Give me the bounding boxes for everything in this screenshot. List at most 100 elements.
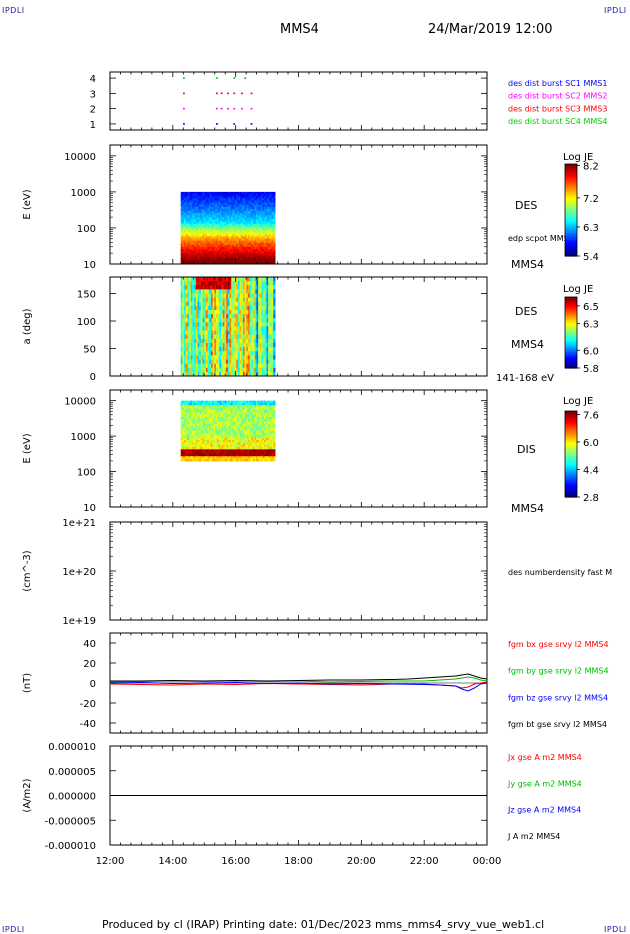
instrument-label: DES <box>515 199 537 212</box>
time-tick-label: 16:00 <box>221 856 250 867</box>
colorbar-step <box>565 325 577 328</box>
legend-entry: fgm bt gse srvy l2 MMS4 <box>508 720 607 729</box>
colorbar-tick-label: 6.0 <box>583 346 599 357</box>
colorbar-step <box>565 417 577 421</box>
colorbar-step <box>565 479 577 483</box>
colorbar-step <box>565 332 577 335</box>
colorbar-frame <box>564 296 578 369</box>
colorbar-step <box>565 304 577 307</box>
spacecraft-label: MMS4 <box>511 502 544 515</box>
corner-label-bottom-right: IPDLI <box>604 925 627 934</box>
burst-mark <box>233 77 236 79</box>
y-tick-label: 100 <box>77 317 96 328</box>
y-tick-label: 1e+19 <box>62 616 96 627</box>
colorbar-step <box>565 462 577 466</box>
colorbar-step <box>565 300 577 303</box>
y-tick-label: 0.000010 <box>48 742 96 753</box>
y-tick-label: -0.000005 <box>45 816 96 827</box>
colorbar-step <box>565 216 577 220</box>
colorbar-step <box>565 486 577 489</box>
legend-entry: Jx gse A m2 MMS4 <box>507 753 582 762</box>
colorbar-step <box>565 200 577 204</box>
colorbar-step <box>565 473 577 477</box>
colorbar-title: Log JE <box>563 152 593 163</box>
colorbar-frame <box>564 410 578 498</box>
burst-mark <box>233 107 236 110</box>
colorbar-step <box>565 449 577 453</box>
instrument-label: DIS <box>517 443 536 456</box>
fgm-series-bx <box>109 681 488 689</box>
burst-mark <box>227 107 229 110</box>
colorbar-step <box>565 364 577 367</box>
colorbar-step <box>565 237 577 241</box>
colorbar-step <box>565 441 577 444</box>
colorbar-step <box>565 233 577 236</box>
time-tick-label: 18:00 <box>284 856 313 867</box>
burst-mark <box>233 123 236 125</box>
y-tick-label: 40 <box>83 639 96 650</box>
colorbar-step <box>565 196 577 200</box>
colorbar-step <box>565 341 577 344</box>
burst-mark <box>216 92 218 95</box>
y-tick-label: 20 <box>83 659 96 670</box>
y-tick-label: 4 <box>90 74 96 85</box>
time-tick-label: 12:00 <box>96 856 125 867</box>
colorbar-step <box>565 419 577 423</box>
colorbar-tick-label: 6.3 <box>583 320 599 331</box>
panel-frame <box>109 71 488 131</box>
legend-entry: Jy gse A m2 MMS4 <box>507 779 582 788</box>
colorbar-step <box>565 469 577 472</box>
colorbar-step <box>565 344 577 348</box>
burst-mark <box>233 92 236 95</box>
burst-mark <box>216 107 218 110</box>
y-tick-label: 2 <box>90 105 96 116</box>
colorbar-step <box>565 305 577 309</box>
colorbar-step <box>565 451 577 455</box>
colorbar-step <box>565 327 577 330</box>
y-axis-label: E (eV) <box>22 189 33 219</box>
y-tick-label: 1000 <box>71 188 96 199</box>
y-tick-label: 10000 <box>64 397 96 408</box>
colorbar-step <box>565 423 577 427</box>
burst-mark <box>250 92 253 95</box>
y-tick-label: 100 <box>77 224 96 235</box>
colorbar-step <box>565 320 577 323</box>
legend-entry: fgm by gse srvy l2 MMS4 <box>508 667 609 676</box>
colorbar-step <box>565 481 577 485</box>
colorbar-step <box>565 456 577 459</box>
time-tick-label: 22:00 <box>410 856 439 867</box>
colorbar-step <box>565 177 577 181</box>
datetime-title: 24/Mar/2019 12:00 <box>428 22 553 37</box>
colorbar-step <box>565 210 577 213</box>
y-tick-label: 0.000005 <box>48 767 96 778</box>
colorbar-tick-label: 5.4 <box>583 252 599 263</box>
colorbar-step <box>565 314 577 318</box>
colorbar-step <box>565 198 577 202</box>
colorbar-step <box>565 173 577 177</box>
colorbar-step <box>565 490 577 494</box>
colorbar-step <box>565 189 577 193</box>
colorbar-step <box>565 477 577 481</box>
burst-mark <box>250 123 253 125</box>
colorbar-step <box>565 434 577 438</box>
colorbar-step <box>565 226 577 229</box>
colorbar-step <box>565 415 577 419</box>
colorbar-step <box>565 221 577 225</box>
colorbar-step <box>565 244 577 248</box>
colorbar-step <box>565 298 577 302</box>
legend-entry: des dist burst SC4 MMS4 <box>508 117 607 126</box>
corner-label-top-left: IPDLI <box>2 6 25 15</box>
y-tick-label: 0 <box>90 679 96 690</box>
y-tick-label: 1 <box>90 120 96 131</box>
colorbar-step <box>565 166 577 170</box>
burst-mark <box>183 107 185 110</box>
colorbar-title: Log JE <box>563 284 593 295</box>
burst-mark <box>216 77 218 79</box>
colorbar-step <box>565 421 577 425</box>
colorbar-tick-label: 7.6 <box>583 410 599 421</box>
colorbar-step <box>565 230 577 234</box>
panel-frame <box>109 521 488 621</box>
colorbar-step <box>565 321 577 325</box>
panel-frame <box>109 389 488 508</box>
